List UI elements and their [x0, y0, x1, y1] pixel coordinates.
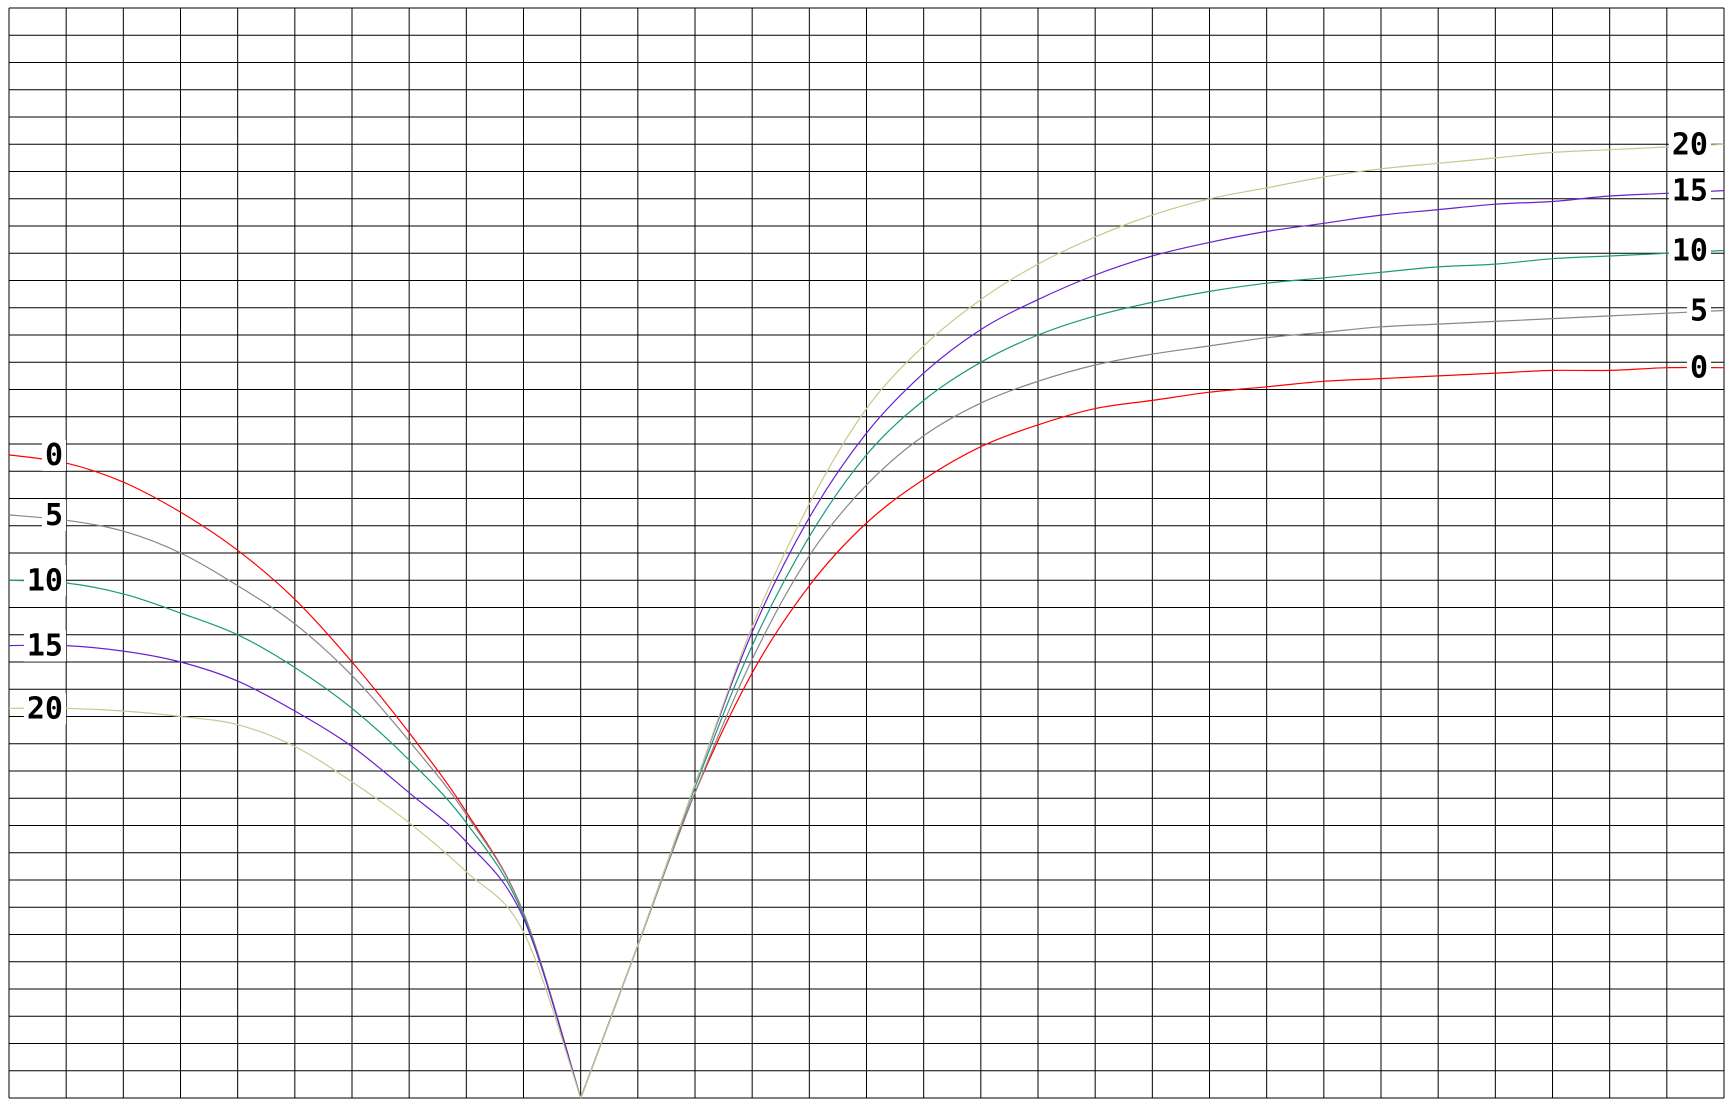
series-line-right-20	[580, 143, 1725, 1099]
series-label-left-bg	[23, 630, 66, 662]
series-label-left-bg	[23, 565, 66, 597]
series-line-left-15	[8, 644, 582, 1099]
grid	[8, 7, 1725, 1099]
series-label-right-15: 15	[1672, 174, 1708, 209]
series-label-right-10: 10	[1672, 234, 1708, 269]
series-line-right-5	[580, 309, 1725, 1099]
series-label-right-bg	[1668, 129, 1711, 161]
series-label-left-bg	[41, 499, 66, 531]
series-label-left-bg	[23, 693, 66, 725]
series-label-right-bg	[1686, 295, 1711, 327]
series-label-left-10: 10	[27, 563, 63, 598]
series-line-right-15	[580, 190, 1725, 1099]
series-label-right-bg	[1668, 175, 1711, 207]
series-label-left-20: 20	[27, 691, 63, 726]
series-label-right-bg	[1686, 352, 1711, 384]
series-labels: 0 0 5 5 10 10 15 15 20 20	[23, 127, 1711, 726]
series-line-left-20	[8, 707, 582, 1099]
series-line-right-0	[580, 366, 1725, 1099]
series-line-left-10	[8, 579, 582, 1099]
series-lines	[8, 143, 1725, 1099]
series-line-left-5	[8, 514, 582, 1099]
series-label-right-0: 0	[1690, 351, 1708, 386]
series-label-right-5: 5	[1690, 293, 1708, 328]
series-label-left-0: 0	[45, 438, 63, 473]
series-label-right-bg	[1668, 235, 1711, 267]
series-label-right-20: 20	[1672, 127, 1708, 162]
series-line-right-10	[580, 249, 1725, 1099]
series-label-left-15: 15	[27, 629, 63, 664]
series-label-left-bg	[41, 439, 66, 471]
series-label-left-5: 5	[45, 498, 63, 533]
